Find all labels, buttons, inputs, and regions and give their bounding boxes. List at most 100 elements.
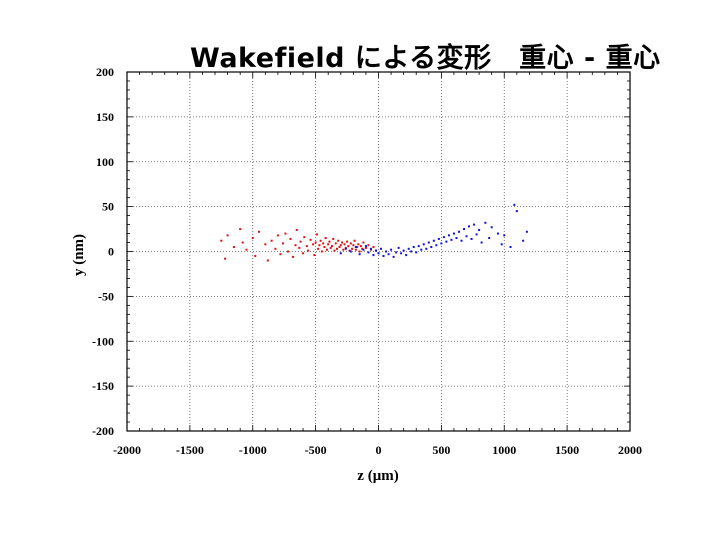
red-point (330, 245, 333, 248)
red-point (313, 254, 316, 257)
red-point (322, 242, 325, 245)
blue-point (503, 234, 506, 237)
red-point (336, 247, 339, 250)
red-point (361, 247, 364, 250)
red-point (342, 248, 345, 251)
red-point (367, 244, 370, 247)
blue-point (415, 251, 418, 254)
y-axis-label: y (nm) (71, 234, 87, 276)
red-point (232, 246, 235, 249)
red-point (284, 232, 287, 235)
blue-point (437, 237, 440, 240)
blue-point (367, 251, 370, 254)
red-point (349, 242, 352, 245)
blue-point (430, 246, 433, 249)
red-point (372, 246, 375, 249)
blue-point (374, 249, 377, 252)
red-point (341, 241, 344, 244)
tick-labels: -2000 -1500 -1000 -500 0 500 1000 1500 200020015… (92, 65, 642, 457)
red-point (295, 228, 298, 231)
blue-point (422, 243, 425, 246)
red-point (299, 240, 302, 243)
red-point (334, 242, 337, 245)
blue-point (397, 246, 400, 249)
blue-point (445, 240, 448, 243)
y-tick-label: 100 (96, 155, 114, 169)
red-point (254, 254, 257, 257)
blue-point (465, 235, 468, 238)
red-point (362, 241, 365, 244)
plot-area (126, 71, 631, 432)
x-tick-label: -1500 (176, 443, 204, 457)
blue-point (407, 247, 410, 250)
blue-point (457, 230, 460, 233)
x-tick-label: 1000 (492, 443, 516, 457)
red-point (354, 248, 357, 251)
blue-point (435, 244, 438, 247)
blue-point (339, 252, 342, 255)
red-point (351, 247, 354, 250)
blue-point (440, 242, 443, 245)
blue-point (460, 239, 463, 242)
red-point (274, 247, 277, 250)
blue-point (480, 241, 483, 244)
red-point (317, 247, 320, 250)
blue-point (490, 226, 493, 229)
blue-point (500, 243, 503, 246)
y-tick-label: 200 (96, 65, 114, 79)
points-layer (220, 203, 528, 262)
blue-point (369, 247, 372, 250)
red-point (281, 242, 284, 245)
red-point (224, 257, 227, 260)
blue-point (380, 247, 383, 250)
red-point (245, 248, 248, 251)
blue-point (412, 246, 415, 249)
blue-point (354, 246, 357, 249)
red-point (294, 244, 297, 247)
blue-point (420, 248, 423, 251)
blue-point (377, 252, 380, 255)
blue-point (392, 255, 395, 258)
red-point (270, 239, 273, 242)
red-point (347, 245, 350, 248)
red-point (302, 252, 305, 255)
red-point (328, 240, 331, 243)
red-point (312, 243, 315, 246)
blue-point (405, 254, 408, 257)
blue-point (496, 232, 499, 235)
red-point (318, 244, 321, 247)
blue-point (390, 248, 393, 251)
blue-point (432, 239, 435, 242)
blue-point (470, 237, 473, 240)
blue-point (410, 250, 413, 253)
y-tick-label: -100 (92, 334, 114, 348)
red-point (327, 243, 330, 246)
red-point (339, 244, 342, 247)
y-tick-label: -200 (92, 424, 114, 438)
red-point (343, 243, 346, 246)
blue-point (400, 252, 403, 255)
red-point (266, 259, 269, 262)
blue-point (484, 221, 487, 224)
blue-point (417, 245, 420, 248)
y-tick-label: -50 (98, 289, 114, 303)
red-point (332, 237, 335, 240)
red-point (291, 255, 294, 258)
x-tick-label: -500 (305, 443, 327, 457)
red-point (358, 250, 361, 253)
blue-point (402, 249, 405, 252)
red-point (329, 246, 332, 249)
red-point (289, 237, 292, 240)
blue-point (447, 234, 450, 237)
red-point (241, 241, 244, 244)
blue-point (349, 250, 352, 253)
red-point (309, 238, 312, 241)
red-point (323, 246, 326, 249)
blue-point (362, 248, 365, 251)
red-point (338, 246, 341, 249)
x-tick-label: 500 (432, 443, 450, 457)
x-tick-label: -1000 (239, 443, 267, 457)
red-point (251, 237, 254, 240)
slide-title: Wakefield による変形 重心 - 重心 (190, 43, 661, 74)
red-point (220, 239, 223, 242)
